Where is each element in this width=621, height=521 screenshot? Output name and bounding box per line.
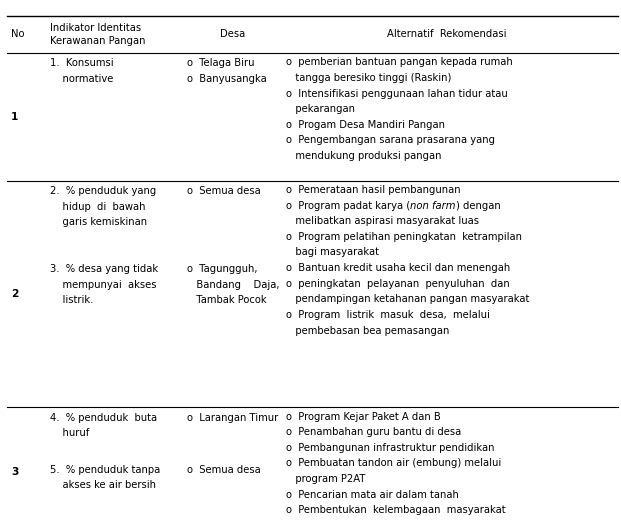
Text: akses ke air bersih: akses ke air bersih (50, 480, 156, 490)
Text: pekarangan: pekarangan (286, 104, 355, 114)
Text: non farm: non farm (410, 201, 456, 210)
Text: o  Program  listrik  masuk  desa,  melalui: o Program listrik masuk desa, melalui (286, 310, 490, 320)
Text: o  Banyusangka: o Banyusangka (187, 74, 266, 84)
Text: 5.  % penduduk tanpa: 5. % penduduk tanpa (50, 465, 161, 475)
Text: o  Program pelatihan peningkatan  ketrampilan: o Program pelatihan peningkatan ketrampi… (286, 232, 522, 242)
Text: 1.  Konsumsi: 1. Konsumsi (50, 58, 114, 68)
Text: 2: 2 (11, 289, 19, 299)
Text: 2.  % penduduk yang: 2. % penduduk yang (50, 186, 156, 196)
Text: Tambak Pocok: Tambak Pocok (187, 295, 266, 305)
Text: bagi masyarakat: bagi masyarakat (286, 247, 379, 257)
Text: No: No (11, 29, 25, 40)
Text: o  Intensifikasi penggunaan lahan tidur atau: o Intensifikasi penggunaan lahan tidur a… (286, 89, 508, 98)
Text: o  Progam Desa Mandiri Pangan: o Progam Desa Mandiri Pangan (286, 120, 445, 130)
Text: o  Pemerataan hasil pembangunan: o Pemerataan hasil pembangunan (286, 185, 461, 195)
Text: program P2AT: program P2AT (286, 474, 366, 484)
Text: huruf: huruf (50, 428, 89, 438)
Text: melibatkan aspirasi masyarakat luas: melibatkan aspirasi masyarakat luas (286, 216, 479, 226)
Text: o  Program padat karya (: o Program padat karya ( (286, 201, 410, 210)
Text: 4.  % penduduk  buta: 4. % penduduk buta (50, 413, 158, 423)
Text: o  Semua desa: o Semua desa (187, 186, 261, 196)
Text: mendukung produksi pangan: mendukung produksi pangan (286, 151, 442, 161)
Text: 1: 1 (11, 112, 19, 122)
Text: normative: normative (50, 74, 114, 84)
Text: o  Pembentukan  kelembagaan  masyarakat: o Pembentukan kelembagaan masyarakat (286, 505, 506, 515)
Text: o  Program Kejar Paket A dan B: o Program Kejar Paket A dan B (286, 412, 441, 421)
Text: listrik.: listrik. (50, 295, 94, 305)
Text: tangga beresiko tinggi (Raskin): tangga beresiko tinggi (Raskin) (286, 73, 451, 83)
Text: garis kemiskinan: garis kemiskinan (50, 217, 147, 227)
Text: 3.  % desa yang tidak: 3. % desa yang tidak (50, 264, 158, 274)
Text: Kerawanan Pangan: Kerawanan Pangan (50, 36, 146, 46)
Text: Alternatif  Rekomendasi: Alternatif Rekomendasi (388, 29, 507, 40)
Text: Indikator Identitas: Indikator Identitas (50, 22, 142, 33)
Text: pembebasan bea pemasangan: pembebasan bea pemasangan (286, 326, 450, 336)
Text: o  Tagungguh,: o Tagungguh, (187, 264, 258, 274)
Text: hidup  di  bawah: hidup di bawah (50, 202, 146, 212)
Text: o  pemberian bantuan pangan kepada rumah: o pemberian bantuan pangan kepada rumah (286, 57, 513, 67)
Text: o  Telaga Biru: o Telaga Biru (187, 58, 255, 68)
Text: o  Larangan Timur: o Larangan Timur (187, 413, 278, 423)
Text: o  Pembangunan infrastruktur pendidikan: o Pembangunan infrastruktur pendidikan (286, 443, 495, 453)
Text: o  Semua desa: o Semua desa (187, 465, 261, 475)
Text: o  Penambahan guru bantu di desa: o Penambahan guru bantu di desa (286, 427, 461, 437)
Text: Desa: Desa (220, 29, 245, 40)
Text: mempunyai  akses: mempunyai akses (50, 280, 156, 290)
Text: ) dengan: ) dengan (456, 201, 501, 210)
Text: Bandang    Daja,: Bandang Daja, (187, 280, 279, 290)
Text: o  Pembuatan tandon air (embung) melalui: o Pembuatan tandon air (embung) melalui (286, 458, 502, 468)
Text: pendampingan ketahanan pangan masyarakat: pendampingan ketahanan pangan masyarakat (286, 294, 530, 304)
Text: 3: 3 (11, 467, 19, 477)
Text: o  Pencarian mata air dalam tanah: o Pencarian mata air dalam tanah (286, 490, 459, 500)
Text: o  Bantuan kredit usaha kecil dan menengah: o Bantuan kredit usaha kecil dan menenga… (286, 263, 510, 273)
Text: o  Pengembangan sarana prasarana yang: o Pengembangan sarana prasarana yang (286, 135, 496, 145)
Text: o  peningkatan  pelayanan  penyuluhan  dan: o peningkatan pelayanan penyuluhan dan (286, 279, 510, 289)
